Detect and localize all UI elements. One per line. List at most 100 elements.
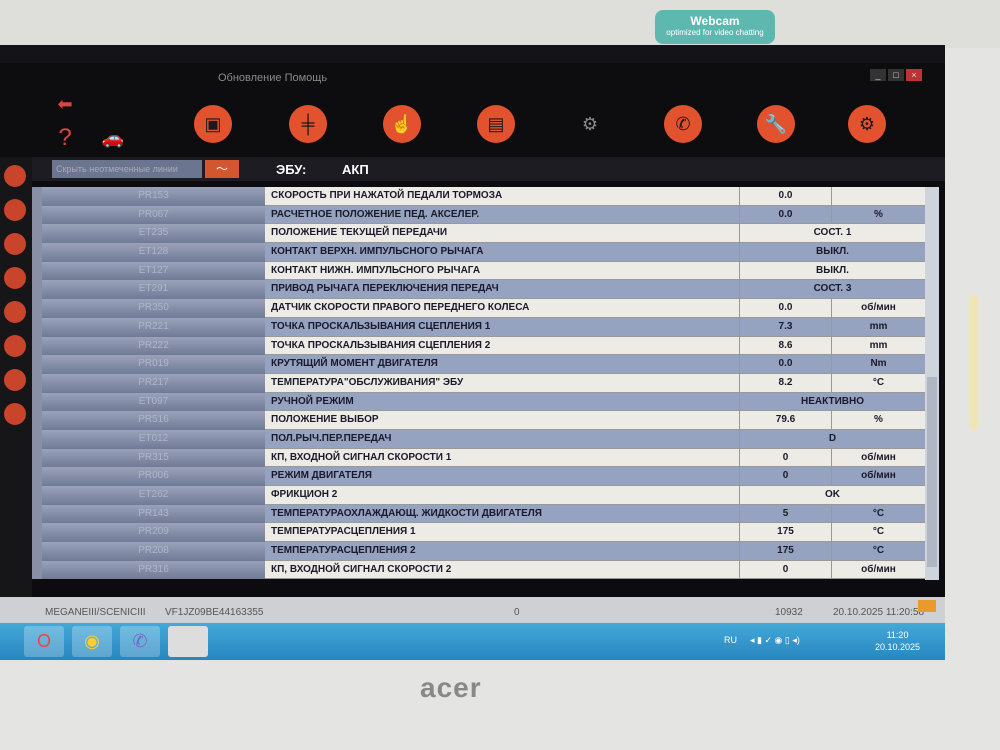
gear-car-icon[interactable]: ⚙ xyxy=(581,114,599,134)
table-row[interactable]: PR153 СКОРОСТЬ ПРИ НАЖАТОЙ ПЕДАЛИ ТОРМОЗ… xyxy=(32,187,925,206)
table-row[interactable]: PR209 ТЕМПЕРАТУРАСЦЕПЛЕНИЯ 1 175 °C xyxy=(32,523,925,543)
param-name: ПОЛОЖЕНИЕ ТЕКУЩЕЙ ПЕРЕДАЧИ xyxy=(265,224,739,244)
param-name: РУЧНОЙ РЕЖИМ xyxy=(265,392,739,412)
row-checkbox[interactable] xyxy=(32,523,42,543)
param-state: ВЫКЛ. xyxy=(739,243,925,262)
taskbar: O ◉ ✆ RU ◂ ▮ ✓ ◉ ▯ ◂) 11:20 20.10.2025 xyxy=(0,623,945,660)
vehicle-diagnostic-icon[interactable]: ▣ xyxy=(194,105,232,143)
help-icon[interactable]: ? xyxy=(58,124,72,151)
param-value: 79.6 xyxy=(739,411,831,430)
row-checkbox[interactable] xyxy=(32,317,42,337)
language-indicator[interactable]: RU xyxy=(724,635,737,645)
param-code: PR315 xyxy=(42,448,265,468)
table-row[interactable]: PR315 КП, ВХОДНОЙ СИГНАЛ СКОРОСТИ 1 0 об/м… xyxy=(32,448,925,468)
close-button[interactable]: × xyxy=(906,69,922,81)
menu-items[interactable]: Обновление Помощь xyxy=(218,72,328,84)
param-name: КОНТАКТ НИЖН. ИМПУЛЬСНОГО РЫЧАГА xyxy=(265,261,739,281)
table-row[interactable]: ET291 ПРИВОД РЫЧАГА ПЕРЕКЛЮЧЕНИЯ ПЕРЕДАЧ… xyxy=(32,280,925,300)
param-name: ПОЛОЖЕНИЕ ВЫБОР xyxy=(265,411,739,430)
camera-icon[interactable] xyxy=(918,600,936,612)
graph-icon[interactable]: 〜 xyxy=(205,160,239,178)
sidebar-icon[interactable] xyxy=(4,267,26,289)
table-row[interactable]: ET127 КОНТАКТ НИЖН. ИМПУЛЬСНОГО РЫЧАГА ВЫ… xyxy=(32,261,925,281)
tray-icons[interactable]: ◂ ▮ ✓ ◉ ▯ ◂) xyxy=(750,635,800,645)
table-row[interactable]: ET262 ФРИКЦИОН 2 OK xyxy=(32,486,925,505)
left-sidebar xyxy=(0,157,32,597)
sidebar-icon[interactable] xyxy=(4,233,26,255)
table-row[interactable]: PR516 ПОЛОЖЕНИЕ ВЫБОР 79.6% xyxy=(32,411,925,430)
car-settings-icon[interactable]: ⚙ xyxy=(848,105,886,143)
sidebar-icon[interactable] xyxy=(4,301,26,323)
row-checkbox[interactable] xyxy=(32,224,42,244)
param-code: PR006 xyxy=(42,467,265,486)
sidebar-icon[interactable] xyxy=(4,335,26,357)
vehicle-alert-icon[interactable]: 🚗 xyxy=(101,128,125,148)
minimize-button[interactable]: _ xyxy=(870,69,886,81)
param-state: СОСТ. 1 xyxy=(739,224,925,244)
table-row[interactable]: PR067 РАСЧЕТНОЕ ПОЛОЖЕНИЕ ПЕД. АКСЕЛЕР. 0… xyxy=(32,205,925,225)
sidebar-icon[interactable] xyxy=(4,165,26,187)
diagnostic-app-icon[interactable] xyxy=(168,626,208,657)
row-checkbox[interactable] xyxy=(32,504,42,524)
table-row[interactable]: PR316 КП, ВХОДНОЙ СИГНАЛ СКОРОСТИ 2 0 об/м… xyxy=(32,560,925,580)
touch-icon[interactable]: ☝ xyxy=(383,105,421,143)
table-row[interactable]: PR350 ДАТЧИК СКОРОСТИ ПРАВОГО ПЕРЕДНЕГО … xyxy=(32,299,925,318)
row-checkbox[interactable] xyxy=(32,373,42,393)
hide-unchecked-lines-toggle[interactable]: Скрыть неотмеченные линии xyxy=(52,160,202,178)
scrollbar-thumb[interactable] xyxy=(927,377,937,567)
table-row[interactable]: PR019 КРУТЯЩИЙ МОМЕНТ ДВИГАТЕЛЯ 0.0 Nm xyxy=(32,355,925,374)
row-checkbox[interactable] xyxy=(32,336,42,356)
row-checkbox[interactable] xyxy=(32,560,42,580)
row-checkbox[interactable] xyxy=(32,187,42,206)
row-checkbox[interactable] xyxy=(32,243,42,262)
param-code: PR316 xyxy=(42,560,265,580)
gearbox-icon[interactable]: ╪ xyxy=(289,105,327,143)
scrollbar[interactable] xyxy=(925,187,939,580)
webcam-badge-text: Webcam xyxy=(690,14,740,28)
sidebar-icon[interactable] xyxy=(4,369,26,391)
row-checkbox[interactable] xyxy=(32,486,42,505)
back-arrow-icon[interactable]: ⬅ xyxy=(57,94,73,114)
table-row[interactable]: ET097 РУЧНОЙ РЕЖИМ НЕАКТИВНО xyxy=(32,392,925,412)
clock[interactable]: 11:20 20.10.2025 xyxy=(875,629,920,653)
table-row[interactable]: ET128 КОНТАКТ ВЕРХН. ИМПУЛЬСНОГО РЫЧАГА В… xyxy=(32,243,925,262)
row-checkbox[interactable] xyxy=(32,205,42,225)
param-value: 0 xyxy=(739,467,831,486)
param-name: ПРИВОД РЫЧАГА ПЕРЕКЛЮЧЕНИЯ ПЕРЕДАЧ xyxy=(265,280,739,300)
param-name: КП, ВХОДНОЙ СИГНАЛ СКОРОСТИ 2 xyxy=(265,560,739,580)
opera-icon[interactable]: O xyxy=(24,626,64,657)
table-row[interactable]: PR006 РЕЖИМ ДВИГАТЕЛЯ 0 об/мин xyxy=(32,467,925,486)
param-code: PR350 xyxy=(42,299,265,318)
row-checkbox[interactable] xyxy=(32,299,42,318)
parameters-screen-icon[interactable]: ▤ xyxy=(477,105,515,143)
param-code: ET127 xyxy=(42,261,265,281)
sidebar-icon[interactable] xyxy=(4,403,26,425)
row-checkbox[interactable] xyxy=(32,542,42,561)
table-row[interactable]: PR217 ТЕМПЕРАТУРА"ОБСЛУЖИВАНИЯ" ЭБУ 8.2 °C xyxy=(32,373,925,393)
row-checkbox[interactable] xyxy=(32,261,42,281)
table-row[interactable]: ET235 ПОЛОЖЕНИЕ ТЕКУЩЕЙ ПЕРЕДАЧИ СОСТ. 1 xyxy=(32,224,925,244)
phone-support-icon[interactable]: ✆ xyxy=(664,105,702,143)
row-checkbox[interactable] xyxy=(32,392,42,412)
param-value: 175 xyxy=(739,542,831,561)
row-checkbox[interactable] xyxy=(32,280,42,300)
row-checkbox[interactable] xyxy=(32,411,42,430)
sidebar-icon[interactable] xyxy=(4,199,26,221)
ecu-label: ЭБУ: xyxy=(276,162,307,177)
row-checkbox[interactable] xyxy=(32,355,42,374)
param-unit: % xyxy=(831,411,925,430)
table-row[interactable]: ET012 ПОЛ.РЫЧ.ПЕР.ПЕРЕДАЧ D xyxy=(32,429,925,449)
wrench-icon[interactable]: 🔧 xyxy=(757,105,795,143)
row-checkbox[interactable] xyxy=(32,429,42,449)
param-value: 5 xyxy=(739,504,831,524)
row-checkbox[interactable] xyxy=(32,467,42,486)
maximize-button[interactable]: □ xyxy=(888,69,904,81)
viber-icon[interactable]: ✆ xyxy=(120,626,160,657)
row-checkbox[interactable] xyxy=(32,448,42,468)
param-code: PR221 xyxy=(42,317,265,337)
table-row[interactable]: PR208 ТЕМПЕРАТУРАСЦЕПЛЕНИЯ 2 175 °C xyxy=(32,542,925,561)
chrome-icon[interactable]: ◉ xyxy=(72,626,112,657)
table-row[interactable]: PR143 ТЕМПЕРАТУРАОХЛАЖДАЮЩ. ЖИДКОСТИ ДВИ… xyxy=(32,504,925,524)
